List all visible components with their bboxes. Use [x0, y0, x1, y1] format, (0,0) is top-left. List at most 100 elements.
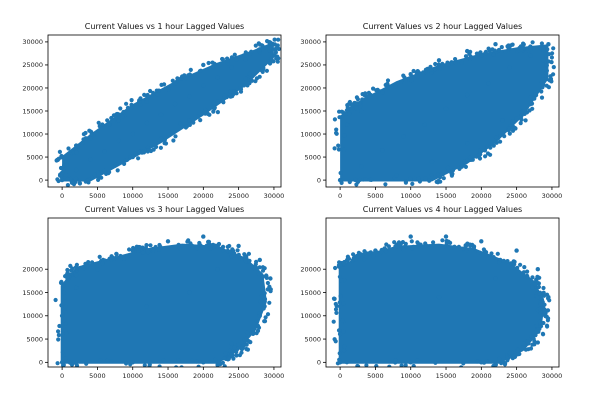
scatter-point	[500, 118, 505, 123]
scatter-point	[444, 242, 449, 247]
scatter-point	[201, 62, 206, 68]
scatter-point	[433, 61, 438, 67]
scatter-point	[360, 97, 365, 102]
x-tick-label: 5000	[89, 192, 106, 200]
scatter-point	[228, 348, 233, 354]
y-tick-label: 30000	[300, 38, 321, 46]
scatter-series	[332, 40, 556, 187]
scatter-point	[432, 67, 438, 72]
scatter-point	[415, 74, 420, 79]
scatter-point	[56, 178, 61, 184]
scatter-point	[337, 300, 342, 305]
scatter-point	[421, 70, 426, 75]
scatter-point	[243, 76, 248, 82]
scatter-point	[528, 47, 533, 52]
scatter-point	[436, 58, 442, 63]
scatter-point	[141, 149, 146, 154]
scatter-point	[253, 79, 258, 84]
scatter-point	[262, 266, 267, 271]
scatter-point	[208, 246, 213, 251]
scatter-series	[54, 37, 281, 187]
scatter-point	[440, 238, 445, 243]
scatter-point	[331, 296, 337, 301]
scatter-point	[202, 110, 207, 115]
scatter-point	[205, 111, 211, 116]
scatter-density-region	[338, 243, 545, 364]
x-tick-label: 0	[338, 192, 342, 200]
scatter-point	[194, 245, 200, 251]
scatter-point	[437, 175, 443, 180]
scatter-point	[355, 97, 360, 102]
scatter-point	[226, 356, 231, 362]
scatter-point	[509, 265, 514, 270]
scatter-point	[221, 100, 226, 105]
scatter-point	[225, 58, 230, 63]
scatter-point	[74, 273, 79, 278]
scatter-point	[408, 72, 413, 77]
scatter-point	[530, 40, 535, 45]
scatter-point	[162, 82, 167, 87]
scatter-point	[507, 350, 512, 356]
scatter-point	[268, 61, 273, 66]
scatter-point	[61, 283, 66, 288]
scatter-point	[122, 161, 127, 166]
scatter-point	[88, 136, 93, 141]
scatter-point	[161, 358, 166, 363]
scatter-point	[136, 248, 141, 253]
scatter-point	[97, 254, 102, 259]
scatter-point	[401, 73, 406, 78]
scatter-point	[347, 99, 352, 105]
scatter-point	[220, 57, 225, 62]
scatter-point	[343, 111, 348, 116]
scatter-point	[247, 339, 252, 344]
scatter-point	[146, 94, 151, 99]
scatter-point	[274, 56, 279, 61]
scatter-point	[347, 111, 352, 117]
scatter-point	[242, 83, 247, 88]
scatter-point	[514, 248, 519, 253]
scatter-point	[340, 318, 345, 323]
scatter-point	[244, 330, 250, 335]
scatter-point	[379, 249, 384, 255]
scatter-point	[121, 109, 126, 115]
scatter-point	[98, 358, 103, 363]
scatter-point	[464, 248, 469, 253]
scatter-point	[429, 173, 434, 178]
scatter-point	[105, 118, 110, 123]
scatter-point	[184, 124, 190, 129]
scatter-point	[515, 265, 520, 270]
scatter-point	[151, 90, 156, 95]
scatter-point	[546, 316, 551, 321]
scatter-point	[216, 361, 222, 366]
scatter-point	[364, 254, 369, 259]
scatter-point	[490, 47, 495, 52]
scatter-point	[59, 279, 64, 284]
scatter-point	[528, 346, 534, 351]
scatter-point	[222, 364, 227, 367]
scatter-point	[59, 177, 65, 183]
y-tick-label: 5000	[304, 335, 321, 343]
scatter-point	[177, 246, 182, 251]
scatter-point	[197, 240, 202, 246]
scatter-point	[56, 329, 61, 334]
scatter-point	[408, 360, 413, 365]
scatter-point	[116, 138, 121, 144]
scatter-point	[239, 350, 244, 355]
scatter-point	[362, 257, 367, 262]
scatter-point	[459, 365, 464, 367]
scatter-point	[449, 173, 454, 178]
scatter-point	[243, 338, 249, 343]
scatter-point	[60, 350, 65, 355]
scatter-point	[65, 267, 70, 273]
scatter-point	[535, 295, 540, 300]
scatter-point	[182, 73, 187, 78]
x-tick-label: 25000	[506, 192, 527, 200]
scatter-point	[337, 360, 343, 365]
scatter-point	[446, 245, 451, 250]
scatter-point	[521, 341, 527, 346]
scatter-point	[345, 257, 350, 263]
scatter-point	[338, 294, 343, 299]
scatter-point	[274, 46, 279, 51]
scatter-point	[257, 42, 262, 47]
